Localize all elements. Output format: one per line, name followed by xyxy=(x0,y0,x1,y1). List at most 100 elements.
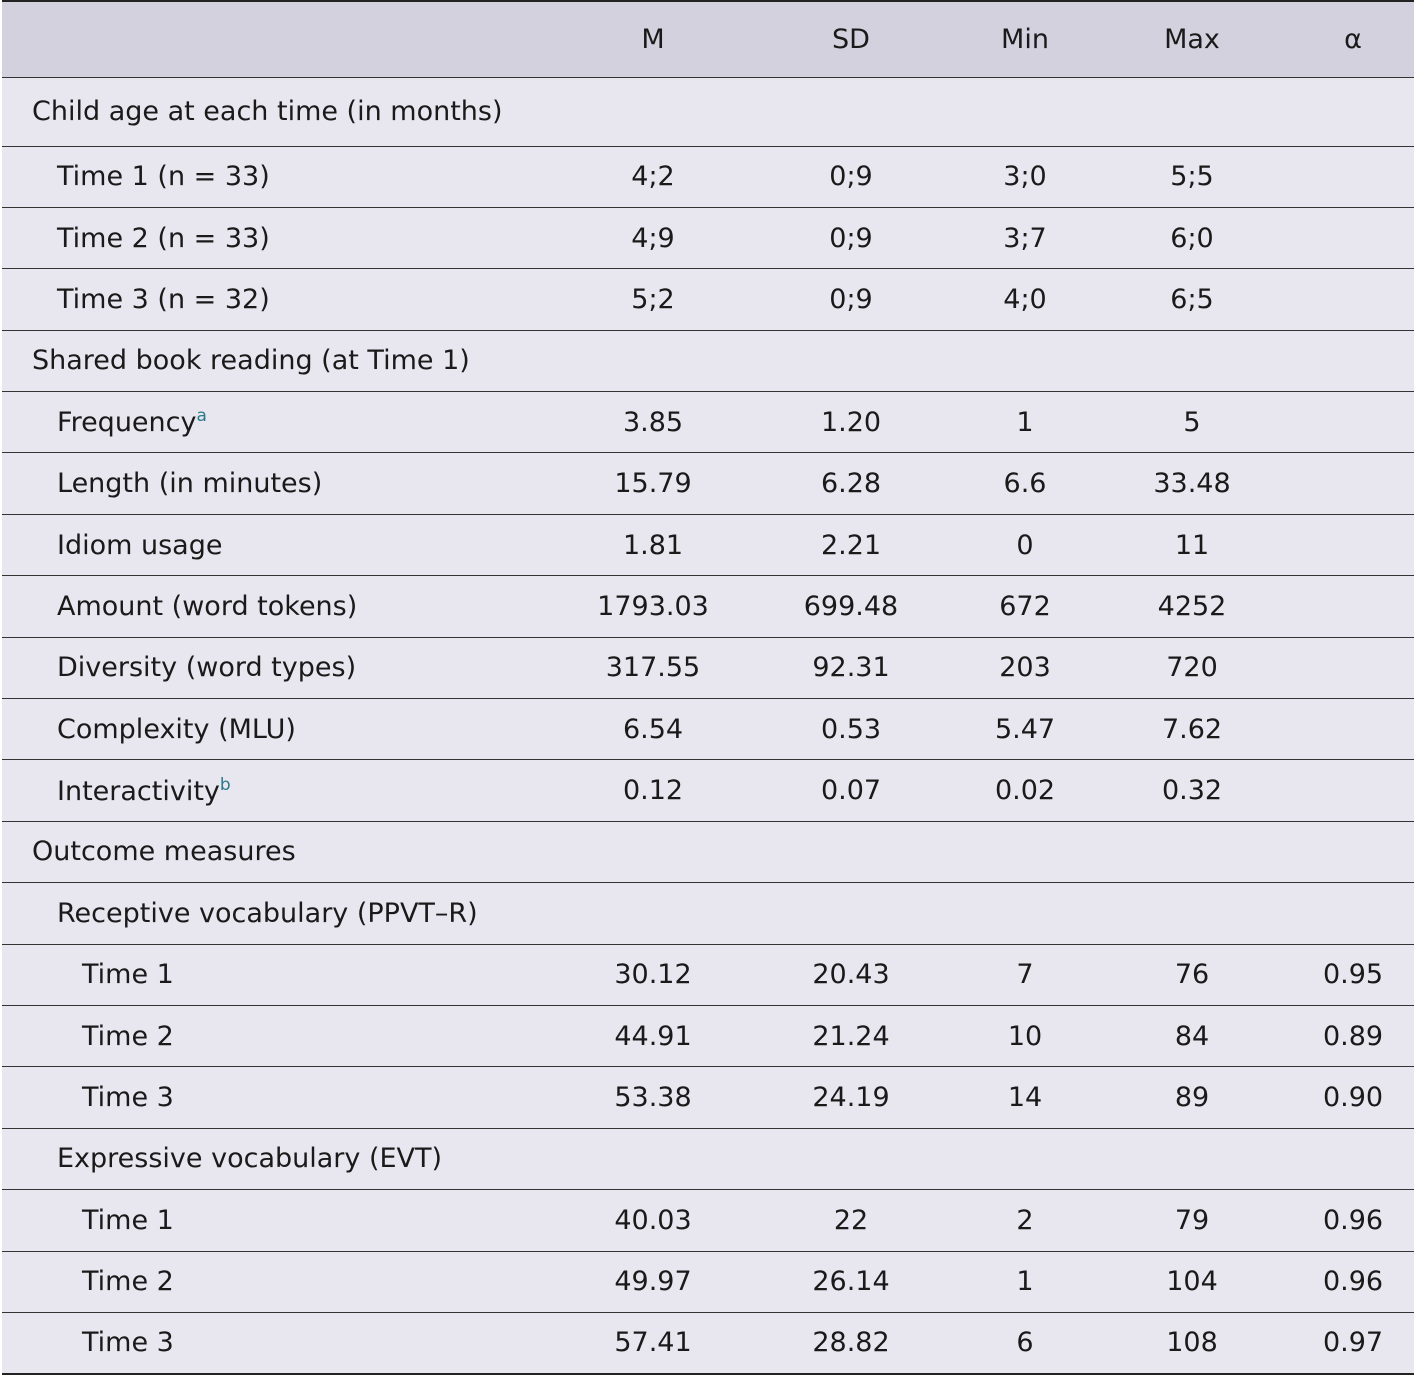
row-label: Time 1 xyxy=(82,959,174,991)
section-title: Child age at each time (in months) xyxy=(32,96,503,127)
cell: 5.47 xyxy=(994,713,1056,745)
cell: 14 xyxy=(1007,1082,1043,1114)
cell: 0.07 xyxy=(820,775,882,807)
cell: 44.91 xyxy=(614,1020,692,1052)
cell: 76 xyxy=(1174,959,1210,991)
cell: 2.21 xyxy=(820,529,882,561)
cell: 5 xyxy=(1183,406,1201,438)
cell: 89 xyxy=(1174,1082,1210,1114)
empty-cell xyxy=(1292,207,1414,268)
data-row: Amount (word tokens) 1793.03 699.48 672 4252 xyxy=(2,575,1414,637)
row-label: Time 2 xyxy=(82,1020,174,1052)
cell: 1.81 xyxy=(622,529,684,561)
cell: 104 xyxy=(1166,1266,1218,1298)
data-row: Time 2 44.91 21.24 10 84 0.89 xyxy=(2,1005,1414,1066)
cell: 21.24 xyxy=(812,1020,890,1052)
cell: 0.95 xyxy=(1322,959,1384,991)
cell: 33.48 xyxy=(1153,468,1231,500)
cell: 92.31 xyxy=(812,652,890,684)
section-row: Shared book reading (at Time 1) xyxy=(2,330,1414,391)
empty-cell xyxy=(1292,453,1414,514)
footnote-marker: b xyxy=(219,774,231,795)
data-row: Interactivityb 0.12 0.07 0.02 0.32 xyxy=(2,759,1414,821)
cell: 53.38 xyxy=(614,1082,692,1114)
empty-cell xyxy=(1292,760,1414,821)
data-row: Time 1 (n = 33) 4;2 0;9 3;0 5;5 xyxy=(2,146,1414,207)
row-label: Idiom usage xyxy=(57,529,223,561)
section-title: Outcome measures xyxy=(32,836,296,868)
cell: 0;9 xyxy=(829,222,873,254)
cell: 0.32 xyxy=(1161,775,1223,807)
cell: 0.97 xyxy=(1322,1327,1384,1359)
table-body: Child age at each time (in months) Time 1… xyxy=(2,77,1414,1374)
row-label: Frequencya xyxy=(57,406,207,439)
data-row: Time 2 49.97 26.14 1 104 0.96 xyxy=(2,1251,1414,1312)
footnote-marker: a xyxy=(196,406,207,427)
cell: 672 xyxy=(999,590,1051,622)
section-row: Expressive vocabulary (EVT) xyxy=(2,1128,1414,1189)
cell: 40.03 xyxy=(614,1204,692,1236)
cell: 4;2 xyxy=(631,161,675,193)
cell: 5;5 xyxy=(1170,161,1214,193)
row-label: Time 3 (n = 32) xyxy=(57,283,270,315)
column-header: M xyxy=(641,23,665,55)
cell: 24.19 xyxy=(812,1082,890,1114)
cell: 203 xyxy=(999,652,1051,684)
data-row: Time 3 57.41 28.82 6 108 0.97 xyxy=(2,1312,1414,1374)
data-row: Diversity (word types) 317.55 92.31 203 720 xyxy=(2,637,1414,698)
cell: 11 xyxy=(1174,529,1210,561)
cell: 3.85 xyxy=(622,406,684,438)
cell: 0.53 xyxy=(820,713,882,745)
cell: 2 xyxy=(1016,1204,1034,1236)
row-label: Time 2 (n = 33) xyxy=(57,222,270,254)
data-row: Frequencya 3.85 1.20 1 5 xyxy=(2,391,1414,453)
column-header: α xyxy=(1344,23,1362,55)
empty-cell xyxy=(1292,637,1414,698)
section-title: Receptive vocabulary (PPVT–R) xyxy=(57,897,478,929)
cell: 1793.03 xyxy=(597,590,709,622)
data-row: Time 3 53.38 24.19 14 89 0.90 xyxy=(2,1066,1414,1128)
cell: 4252 xyxy=(1157,590,1227,622)
data-row: Time 1 40.03 22 2 79 0.96 xyxy=(2,1189,1414,1251)
cell: 0.90 xyxy=(1322,1082,1384,1114)
cell: 0;9 xyxy=(829,283,873,315)
row-label: Time 3 xyxy=(82,1327,174,1359)
header-cell xyxy=(2,1,562,77)
cell: 1 xyxy=(1016,1266,1034,1298)
cell: 6 xyxy=(1016,1327,1034,1359)
cell: 699.48 xyxy=(803,590,899,622)
row-label: Complexity (MLU) xyxy=(57,713,296,745)
column-header: Min xyxy=(1001,23,1049,55)
cell: 22 xyxy=(833,1204,869,1236)
row-label: Time 2 xyxy=(82,1266,174,1298)
cell: 10 xyxy=(1007,1020,1043,1052)
cell: 1 xyxy=(1016,406,1034,438)
section-row: Receptive vocabulary (PPVT–R) xyxy=(2,882,1414,944)
data-row: Time 3 (n = 32) 5;2 0;9 4;0 6;5 xyxy=(2,268,1414,330)
cell: 0.89 xyxy=(1322,1020,1384,1052)
cell: 3;7 xyxy=(1003,222,1047,254)
row-label: Diversity (word types) xyxy=(57,652,357,684)
empty-cell xyxy=(1292,699,1414,760)
cell: 108 xyxy=(1166,1327,1218,1359)
cell: 0.96 xyxy=(1322,1204,1384,1236)
column-header: SD xyxy=(832,23,870,55)
cell: 7.62 xyxy=(1161,713,1223,745)
data-row: Complexity (MLU) 6.54 0.53 5.47 7.62 xyxy=(2,698,1414,760)
cell: 30.12 xyxy=(614,959,692,991)
cell: 84 xyxy=(1174,1020,1210,1052)
section-title: Expressive vocabulary (EVT) xyxy=(57,1143,443,1175)
cell: 6.6 xyxy=(1003,468,1047,500)
header-row: M SD Min Max α xyxy=(2,1,1414,77)
column-header: Max xyxy=(1164,23,1220,55)
row-label: Length (in minutes) xyxy=(57,468,323,500)
empty-cell xyxy=(1292,146,1414,207)
cell: 6.54 xyxy=(622,713,684,745)
cell: 6.28 xyxy=(820,468,882,500)
cell: 0;9 xyxy=(829,161,873,193)
row-label: Time 1 xyxy=(82,1204,174,1236)
data-row: Idiom usage 1.81 2.21 0 11 xyxy=(2,514,1414,575)
cell: 28.82 xyxy=(812,1327,890,1359)
